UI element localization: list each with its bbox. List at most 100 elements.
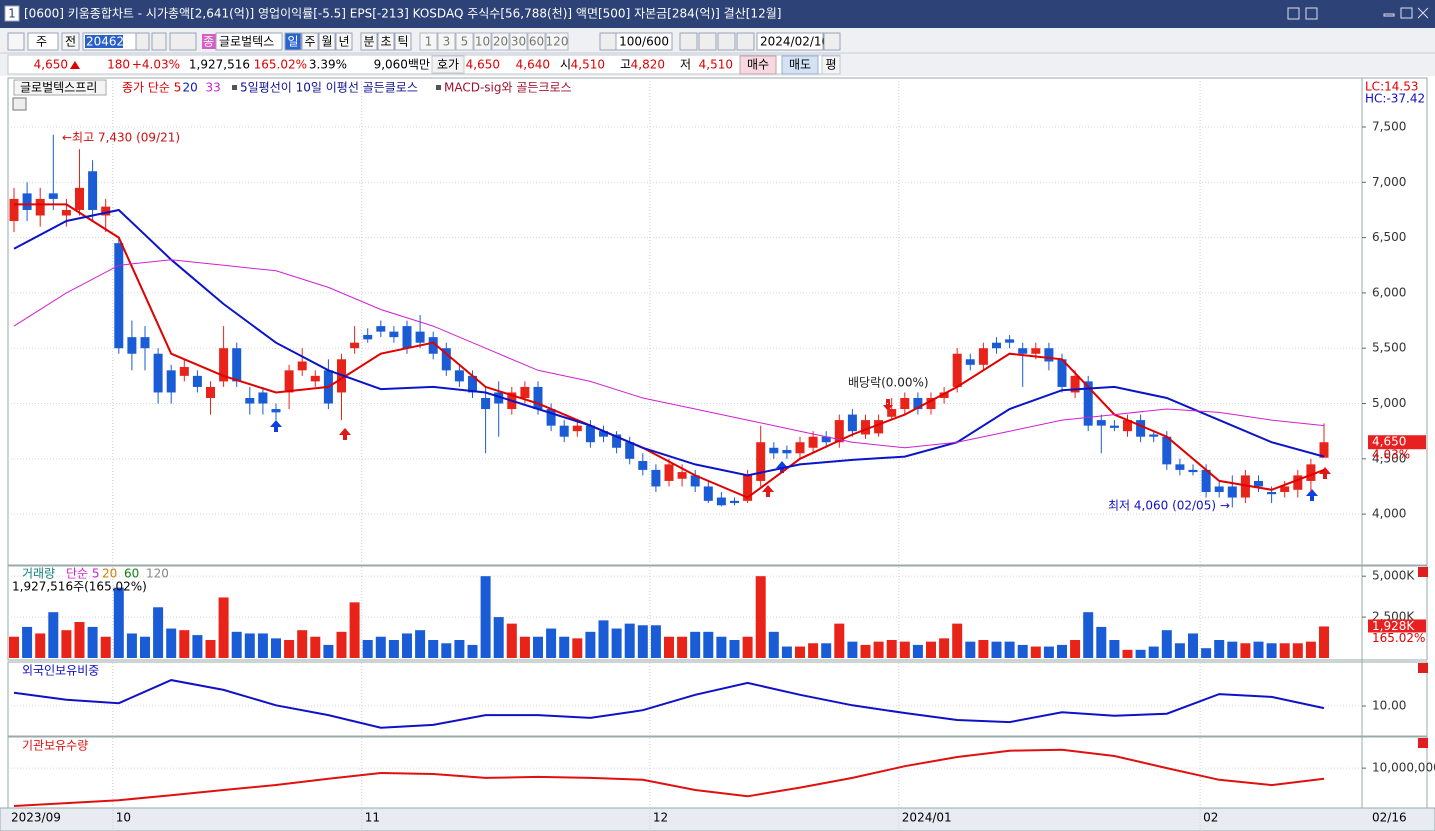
interval-button[interactable] (455, 32, 474, 51)
dividend-marker (883, 399, 893, 411)
label: 4,640 (516, 58, 550, 72)
candle-body (965, 359, 975, 365)
buy-signal (270, 420, 282, 432)
candle-body (612, 434, 622, 448)
volume-bar (415, 630, 426, 658)
control[interactable] (1287, 7, 1300, 20)
volume-bar (35, 633, 46, 658)
label: 10 (475, 35, 490, 49)
icon-button[interactable] (7, 32, 25, 51)
volume-bar (886, 640, 897, 658)
candle-body (756, 442, 766, 481)
interval-button[interactable] (527, 32, 546, 51)
candle-body (847, 414, 857, 432)
signal-arrows (270, 399, 1331, 501)
dropdown[interactable] (135, 32, 150, 51)
volume-bar (1201, 648, 1212, 658)
tool-button[interactable] (736, 32, 755, 51)
table-icon[interactable] (12, 97, 27, 111)
pane-close[interactable] (1418, 663, 1428, 673)
volume-bar (100, 636, 111, 658)
volume-bar (454, 640, 465, 658)
volume-bar (113, 587, 124, 658)
y-tick-label: 6,000 (1372, 285, 1406, 299)
unit-button[interactable] (394, 32, 412, 51)
name-field[interactable] (215, 32, 283, 51)
button[interactable] (151, 32, 167, 51)
unit-button[interactable] (284, 32, 302, 51)
volume-bar (611, 628, 622, 658)
volume-bar (1253, 641, 1264, 658)
interval-button[interactable] (473, 32, 492, 51)
candle-body (166, 370, 176, 393)
volume-bar (140, 636, 150, 658)
unit-button[interactable] (360, 32, 378, 51)
label: 주 (304, 35, 315, 49)
button[interactable] (169, 32, 197, 51)
avg-button[interactable] (821, 55, 841, 75)
label: 호가 (437, 58, 459, 72)
volume-bar (1305, 641, 1316, 658)
moving-average (14, 203, 1325, 499)
unit-button[interactable] (335, 32, 353, 51)
volume-bar (22, 626, 33, 658)
candle-body (533, 386, 543, 410)
button[interactable] (61, 32, 80, 51)
pane-close[interactable] (1418, 567, 1428, 577)
label-cell (431, 55, 465, 74)
unit-button[interactable] (377, 32, 395, 51)
candle-body (389, 331, 399, 338)
tool-button[interactable] (717, 32, 736, 51)
candle-body (743, 475, 753, 501)
pane-title: 외국인보유비중 (22, 664, 99, 678)
volume-bar (637, 625, 648, 658)
label: 1 (425, 35, 433, 49)
close[interactable] (1417, 7, 1429, 19)
volume-bar (362, 640, 373, 658)
date-input[interactable] (756, 32, 824, 51)
candle-body (1306, 464, 1316, 481)
maximize[interactable] (1400, 7, 1413, 19)
volume-bar (742, 636, 753, 658)
period-select[interactable] (27, 32, 59, 51)
candle-body (1070, 375, 1080, 393)
tool-button[interactable] (679, 32, 698, 51)
pane-close[interactable] (1418, 738, 1428, 748)
tool-button[interactable] (698, 32, 717, 51)
label: 165.02% (254, 58, 307, 72)
candle-body (310, 375, 320, 382)
interval-button[interactable] (545, 32, 569, 51)
label: 20 (493, 35, 508, 49)
interval-button[interactable] (509, 32, 528, 51)
volume-bar (978, 640, 989, 658)
unit-button[interactable] (318, 32, 336, 51)
unit-button[interactable] (301, 32, 319, 51)
candle-body (192, 375, 202, 387)
candle-body (1201, 469, 1211, 493)
interval-button[interactable] (491, 32, 510, 51)
candle-body (140, 337, 150, 349)
interval-button[interactable] (419, 32, 438, 51)
window-icon (4, 5, 20, 22)
legend-entry: 60 (124, 567, 139, 581)
candle-body (1044, 348, 1054, 362)
volume-bar (519, 636, 530, 658)
x-tick-label: 02 (1203, 811, 1218, 825)
volume-bar (1043, 646, 1054, 658)
interval-button[interactable] (437, 32, 456, 51)
buy-button[interactable] (739, 55, 777, 75)
volume-bar (1266, 643, 1277, 658)
label: 저 (680, 58, 691, 72)
candle-body (481, 397, 491, 410)
chart-title-box (13, 79, 107, 96)
count-input[interactable] (615, 32, 673, 51)
sell-button[interactable] (781, 55, 819, 75)
control[interactable] (1305, 7, 1318, 20)
candle-body (939, 392, 949, 398)
minimize[interactable] (1383, 13, 1395, 17)
candle-body (703, 486, 713, 501)
calendar-button[interactable] (823, 32, 841, 51)
candle-body (258, 392, 268, 404)
x-tick-label: 10 (116, 811, 131, 825)
